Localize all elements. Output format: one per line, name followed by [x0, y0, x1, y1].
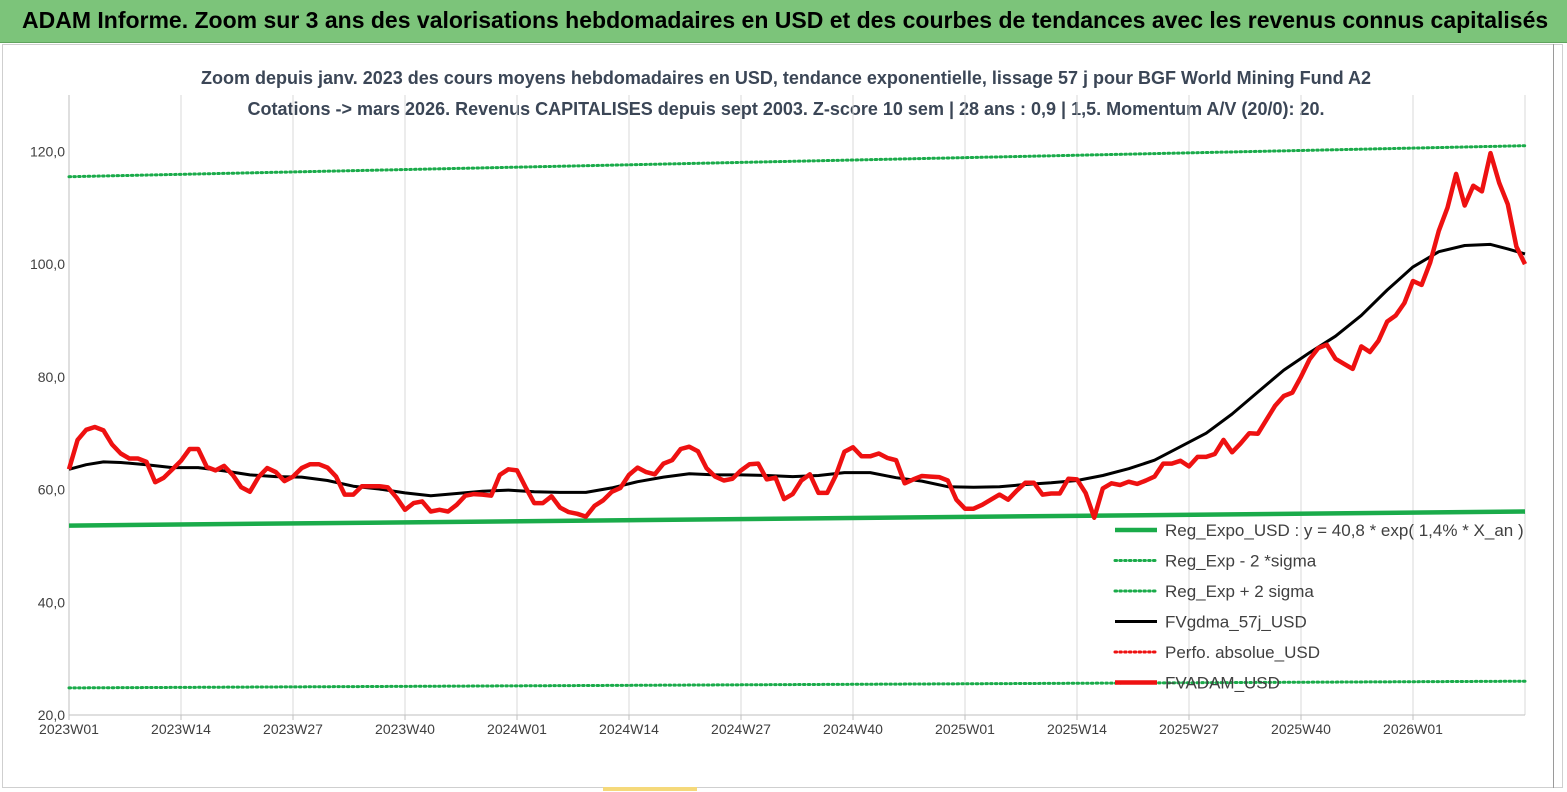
x-tick-label: 2023W14	[151, 721, 211, 737]
y-tick-label: 80,0	[38, 369, 65, 385]
legend: Reg_Expo_USD : y = 40,8 * exp( 1,4% * X_…	[1113, 521, 1524, 693]
axes: 20,0 40,0 60,0 80,0 100,0 120,0 2023W01 2023W14…	[30, 95, 1525, 737]
report-title: ADAM Informe. Zoom sur 3 ans des valoris…	[22, 7, 1549, 33]
chart-frame	[2, 44, 1563, 788]
x-tick-label: 2023W27	[263, 721, 323, 737]
series-line-3	[67, 144, 1527, 179]
x-tick-label: 2024W40	[823, 721, 883, 737]
x-tick-label: 2025W40	[1271, 721, 1331, 737]
x-tick-label: 2023W01	[39, 721, 99, 737]
legend-label-4: FVgdma_57j_USD	[1165, 613, 1307, 632]
y-tick-label: 20,0	[38, 707, 65, 723]
x-tick-label: 2024W01	[487, 721, 547, 737]
x-tick-label: 2025W27	[1159, 721, 1219, 737]
x-tick-label: 2025W14	[1047, 721, 1107, 737]
x-tick-label: 2023W40	[375, 721, 435, 737]
x-tick-label: 2024W27	[711, 721, 771, 737]
legend-label-5: Perfo. absolue_USD	[1165, 643, 1320, 662]
legend-label-2: Reg_Exp - 2 *sigma	[1165, 552, 1317, 571]
chart-title: Zoom depuis janv. 2023 des cours moyens …	[201, 68, 1371, 88]
legend-label-1: Reg_Expo_USD : y = 40,8 * exp( 1,4% * X_…	[1165, 521, 1524, 540]
chart-subtitle: Cotations -> mars 2026. Revenus CAPITALI…	[248, 99, 1325, 119]
legend-label-3: Reg_Exp + 2 sigma	[1165, 582, 1314, 601]
window-edge-divider	[1553, 44, 1564, 788]
series-lines	[66, 144, 1528, 690]
grid	[180, 95, 1526, 715]
sheet-tab-marker[interactable]	[603, 787, 697, 791]
series-line-1	[68, 509, 1526, 528]
series-line-2	[67, 679, 1527, 690]
y-tick-label: 120,0	[30, 143, 65, 159]
y-tick-label: 60,0	[38, 482, 65, 498]
x-tick-label: 2024W14	[599, 721, 659, 737]
y-tick-label: 40,0	[38, 594, 65, 610]
legend-label-6: FVADAM_USD	[1165, 674, 1280, 693]
x-tick-label: 2026W01	[1383, 721, 1443, 737]
series-line-6	[66, 150, 1528, 520]
title-banner: ADAM Informe. Zoom sur 3 ans des valoris…	[0, 0, 1567, 43]
y-tick-label: 100,0	[30, 256, 65, 272]
x-tick-label: 2025W01	[935, 721, 995, 737]
